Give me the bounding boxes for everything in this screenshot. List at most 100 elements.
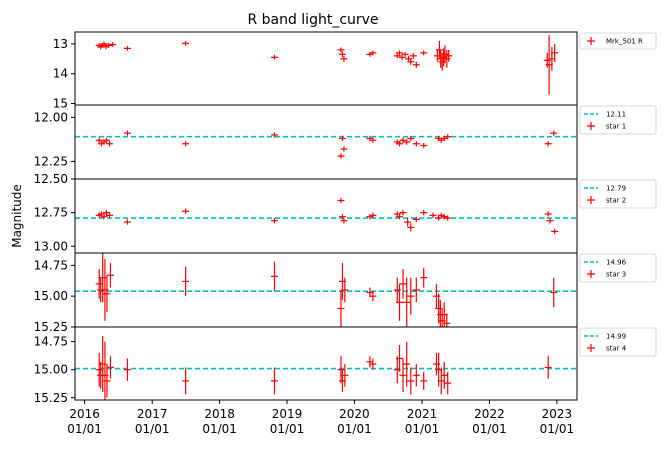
panels-group: 13 14 15 Mrk_501 R 12.00 12.25 12.11 star 1 12.5… [34,31,657,405]
data-point [412,277,420,303]
x-tick-label: 2023 01/01 [540,407,575,436]
y-tick-label: 14.75 [34,335,68,349]
panel-1: 13 14 15 Mrk_501 R [53,31,657,111]
data-point [369,137,377,143]
y-tick-label: 12.75 [34,206,68,220]
data-point [337,47,345,53]
data-point [396,283,404,321]
data-point [399,137,407,143]
data-point [338,51,346,58]
data-point [270,54,278,60]
y-tick-label: 12.00 [34,110,68,124]
data-point [340,146,348,152]
data-point [106,356,114,379]
data-point [420,267,428,288]
y-tick-label: 15 [53,97,68,111]
data-point [103,364,111,398]
data-point [182,266,190,297]
data-point [437,49,445,68]
chart-title: R band light_curve [247,12,378,28]
x-tick-label: 2021 01/01 [405,407,440,436]
legend: Mrk_501 R [579,32,657,50]
data-point [337,153,345,159]
legend: 14.99 star 4 [579,327,657,357]
panel-4: 14.75 15.00 15.25 14.96 star 3 [34,252,657,334]
y-tick-label: 14 [53,67,68,81]
data-point [338,213,346,220]
data-point [445,49,453,62]
y-tick-label: 15.00 [34,363,68,377]
data-point [103,275,111,313]
data-point [420,50,428,56]
data-point [100,213,108,220]
y-tick-label: 13 [53,37,68,51]
x-tick-label: 2018 01/01 [202,407,237,436]
data-point [182,40,190,46]
panel-frame [74,252,578,328]
legend-mean-label: 12.11 [606,111,626,119]
panel-2: 12.00 12.25 12.11 star 1 [34,104,657,180]
data-point [546,218,554,224]
data-point [182,141,190,147]
panel-frame [74,178,578,254]
data-point [102,209,110,216]
data-point [123,130,131,136]
data-point [106,141,114,147]
data-point [429,212,437,219]
data-point [366,356,374,368]
data-point [182,367,190,395]
legend-series-label: Mrk_501 R [606,38,643,46]
data-point [407,223,415,232]
panel-5: 14.75 15.00 15.25 14.99 star 4 [34,326,657,405]
data-point [435,40,443,59]
data-point [412,141,420,147]
data-point [396,344,404,372]
data-point [544,211,552,217]
data-point [337,290,345,327]
data-point [403,341,411,387]
data-point [182,208,190,214]
data-point [440,361,448,389]
data-point [341,277,349,303]
data-point [105,43,113,48]
data-point [369,291,377,302]
data-point [550,277,558,308]
panel-3: 12.50 12.75 13.00 12.79 star 2 [34,172,657,254]
data-point [412,61,420,68]
x-axis: 2016 01/01 2017 01/01 2018 01/01 2019 01/01 2020… [67,400,574,436]
y-tick-label: 15.25 [34,391,68,405]
data-point [444,215,452,221]
data-point [440,48,448,67]
data-point [407,135,415,142]
data-point [398,54,406,61]
y-tick-label: 14.75 [34,258,68,272]
data-point [420,209,428,216]
data-point [396,213,404,220]
data-point [440,213,448,220]
legend-series-label: star 1 [606,123,626,131]
data-point [399,209,407,216]
data-point [443,313,451,327]
data-point [106,212,114,219]
data-point [412,216,420,223]
x-tick-label: 2019 01/01 [270,407,305,436]
data-point [340,218,348,224]
panel-frame [74,31,578,106]
legend-series-label: star 2 [606,197,626,205]
data-point [404,218,412,227]
data-point [420,371,428,390]
data-point [109,42,117,47]
data-point [407,367,415,395]
data-point [341,364,349,387]
legend: 14.96 star 3 [579,253,657,283]
data-point [338,135,346,142]
legend-series-label: star 4 [606,345,627,353]
data-point [369,358,377,370]
data-point [123,219,131,225]
data-point [444,134,452,140]
data-point [444,371,452,395]
data-point [337,197,345,204]
data-point [551,228,559,235]
data-point [393,53,401,59]
